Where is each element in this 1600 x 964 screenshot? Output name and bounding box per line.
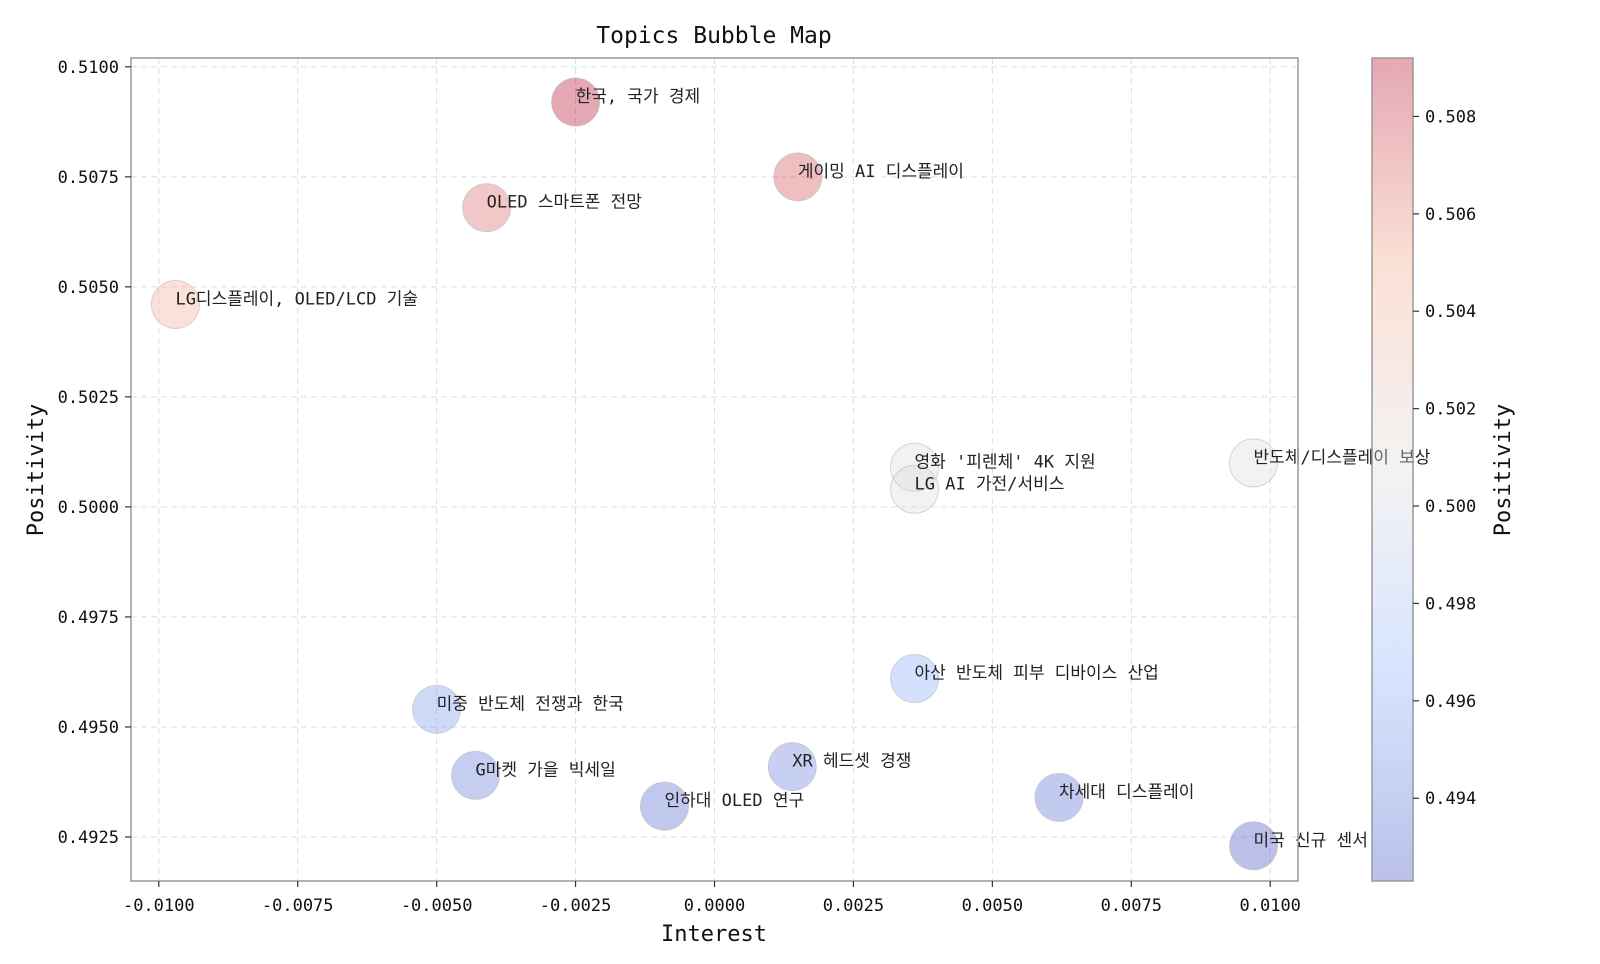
y-axis-ticks: 0.4925 0.4950 0.4975 0.5000 0.5025 0.5050 0.50… [58,58,131,848]
x-tick-label: 0.0075 [1101,896,1162,916]
x-axis-title: Interest [661,922,767,947]
bubble [150,279,200,329]
bubble [551,77,601,127]
y-tick-label: 0.5025 [58,388,119,408]
bubble-label: 인하대 OLED 연구 [664,791,804,811]
bubble [890,442,940,492]
chart-title: Topics Bubble Map [596,23,831,49]
bubble [412,684,462,734]
bubble-label: 미국 신규 센서 [1254,831,1368,851]
x-tick-label: 0.0025 [823,896,884,916]
bubble-label: LG AI 가전/서비스 [915,474,1065,494]
bubble-label: 영화 '피렌체' 4K 지원 [915,452,1096,472]
bubble [1229,438,1279,488]
bubble [1034,772,1084,822]
colorbar-gradient [1371,57,1414,882]
bubbles [150,77,1279,871]
colorbar-tick-label: 0.494 [1425,789,1476,809]
bubble-label: 한국, 국가 경제 [576,87,701,107]
bubble-label: G마켓 가을 빅세일 [476,760,616,780]
colorbar-tick-label: 0.500 [1425,497,1476,517]
y-axis-title: Positivity [24,404,49,536]
bubble [890,464,940,514]
x-axis-ticks: -0.0100 -0.0075 -0.0050 -0.0025 0.0000 0.0025… [123,881,1301,916]
colorbar-tick-label: 0.502 [1425,400,1476,420]
x-tick-label: -0.0025 [540,896,612,916]
x-tick-label: -0.0050 [401,896,473,916]
y-tick-label: 0.5075 [58,168,119,188]
y-tick-label: 0.4950 [58,718,119,738]
x-tick-label: 0.0050 [962,896,1023,916]
x-tick-label: 0.0100 [1240,896,1301,916]
bubble [767,742,817,792]
bubble-label: 아산 반도체 피부 디바이스 산업 [915,664,1159,684]
bubble [451,750,501,800]
grid-lines [131,58,1298,881]
y-tick-label: 0.5000 [58,498,119,518]
bubble [890,654,940,704]
x-tick-label: -0.0100 [123,896,195,916]
colorbar-tick-label: 0.498 [1425,594,1476,614]
bubble-label: OLED 스마트폰 전망 [487,193,643,213]
bubble [1229,821,1279,871]
colorbar: 0.494 0.496 0.498 0.500 0.502 0.504 0.506 0.508… [1371,57,1516,882]
bubble-label: 게이밍 AI 디스플레이 [798,162,964,182]
colorbar-tick-label: 0.506 [1425,205,1476,225]
colorbar-tick-label: 0.508 [1425,107,1476,127]
colorbar-ticks: 0.494 0.496 0.498 0.500 0.502 0.504 0.506 0.508 [1413,107,1476,809]
colorbar-tick-label: 0.504 [1425,302,1476,322]
bubble [462,183,512,233]
bubble-label: 미중 반도체 전쟁과 한국 [437,694,624,714]
y-tick-label: 0.5050 [58,278,119,298]
bubble-label: 차세대 디스플레이 [1059,782,1194,802]
bubble [773,152,823,202]
x-tick-label: 0.0000 [684,896,745,916]
colorbar-title: Positivity [1491,404,1516,536]
bubble [639,781,689,831]
x-tick-label: -0.0075 [262,896,334,916]
y-tick-label: 0.5100 [58,58,119,78]
y-tick-label: 0.4925 [58,828,119,848]
colorbar-tick-label: 0.496 [1425,692,1476,712]
bubble-label: XR 헤드셋 경쟁 [792,752,911,772]
bubble-label: LG디스플레이, OLED/LCD 기술 [175,289,418,309]
y-tick-label: 0.4975 [58,608,119,628]
